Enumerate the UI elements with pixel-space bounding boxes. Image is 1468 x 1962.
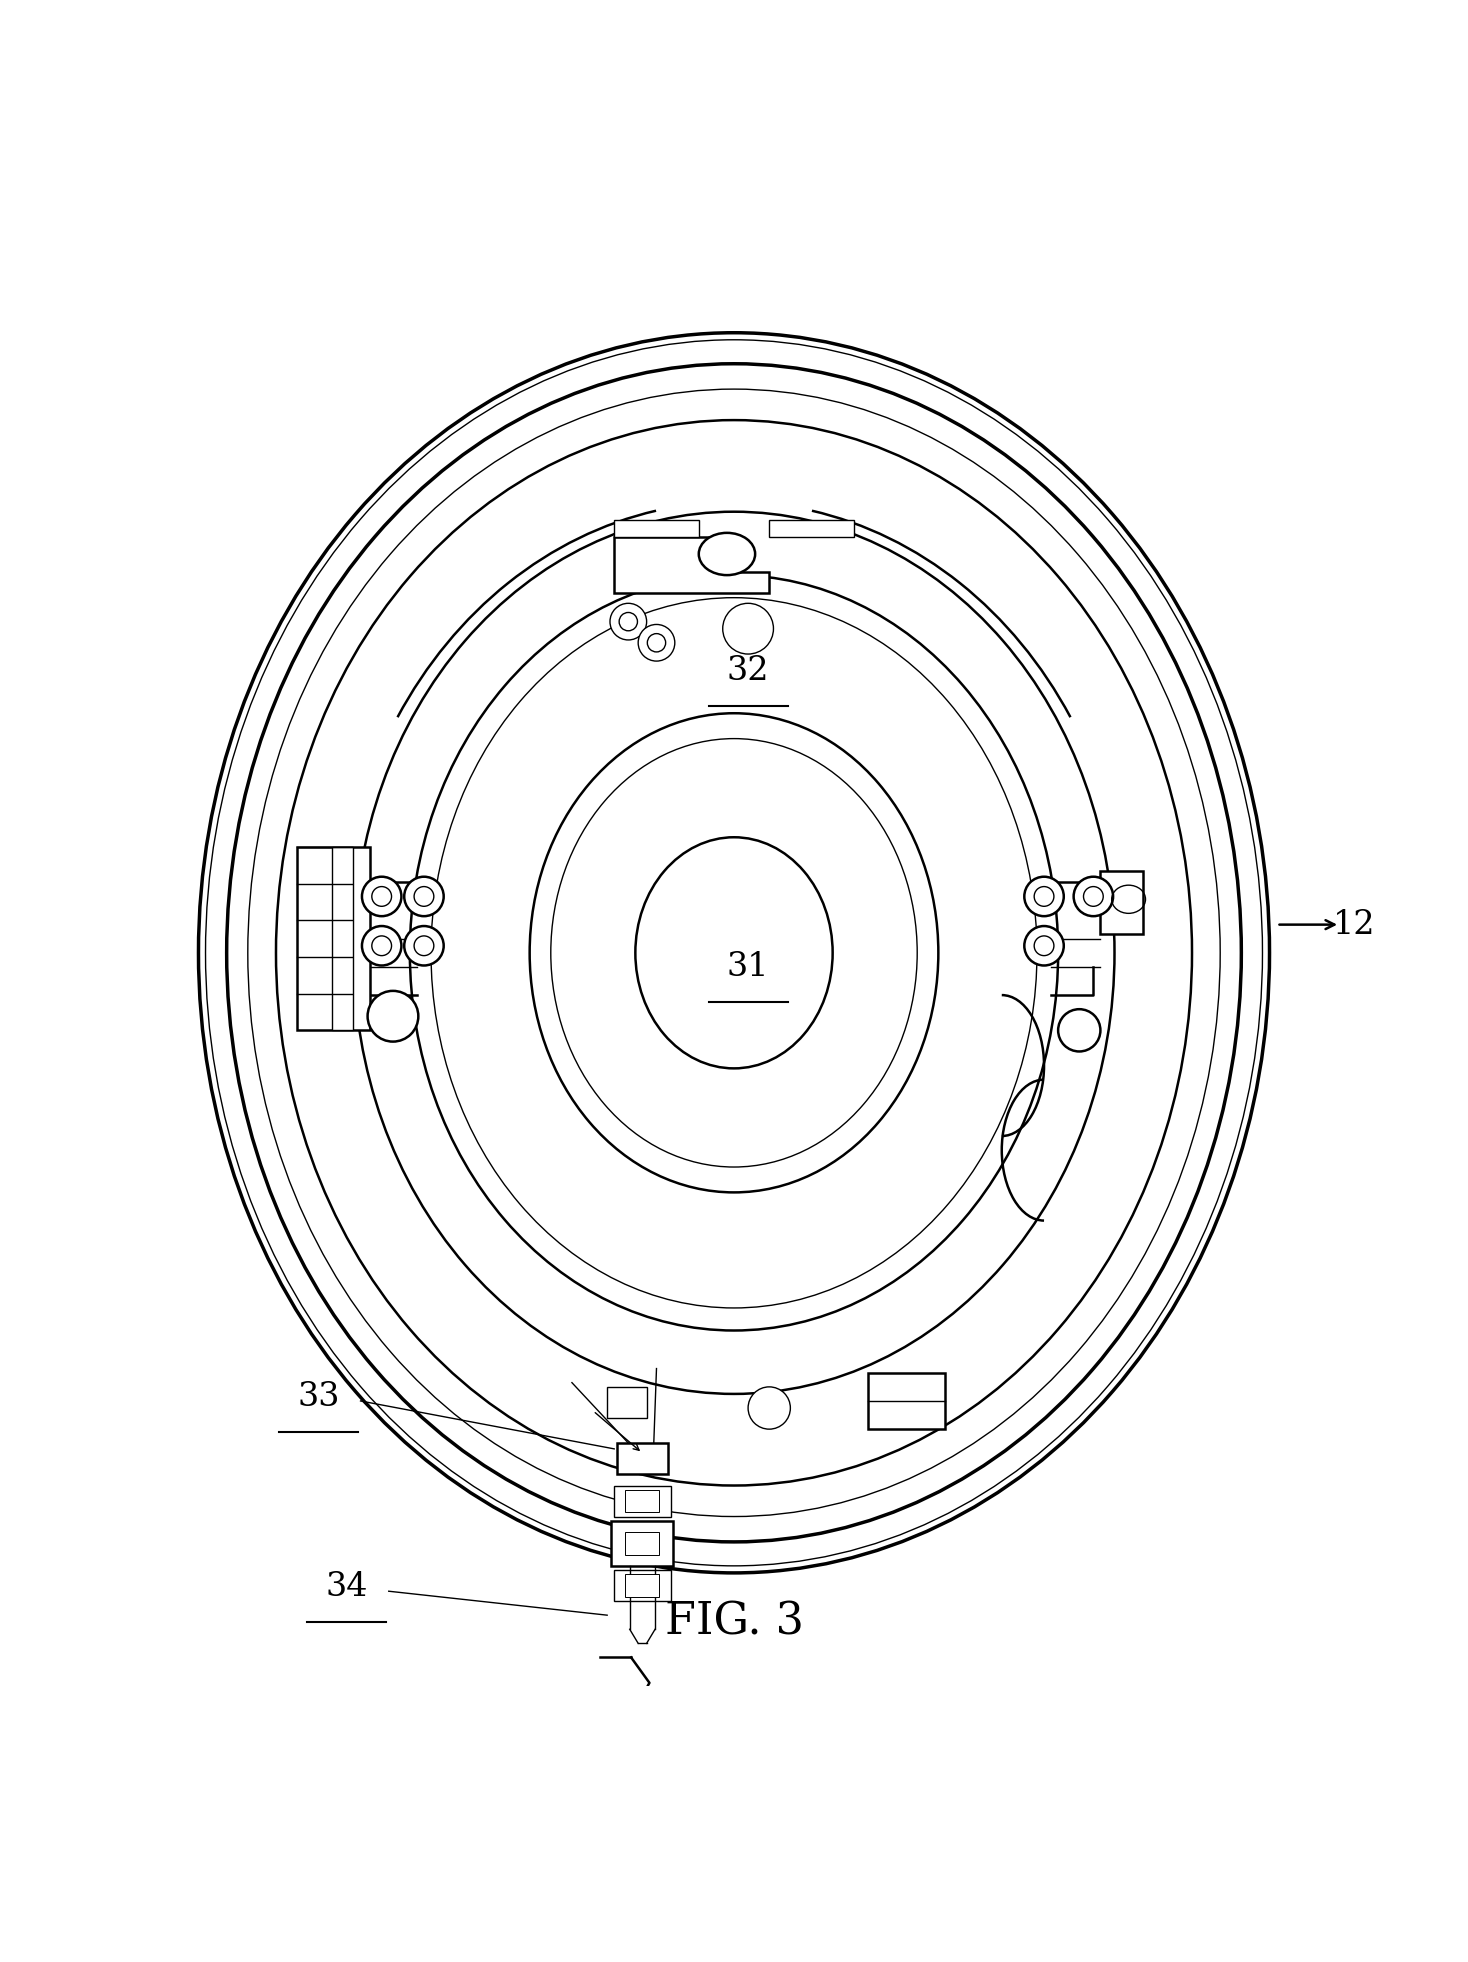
Ellipse shape <box>367 991 418 1042</box>
Bar <box>332 848 354 1030</box>
Bar <box>614 520 699 538</box>
Bar <box>614 1570 671 1601</box>
Bar <box>608 1387 646 1419</box>
Ellipse shape <box>404 877 443 916</box>
Ellipse shape <box>1058 1008 1101 1052</box>
Ellipse shape <box>191 326 1277 1579</box>
Bar <box>769 520 854 538</box>
Bar <box>614 1528 671 1558</box>
Ellipse shape <box>363 877 401 916</box>
Ellipse shape <box>639 624 675 661</box>
Bar <box>1101 871 1142 934</box>
Bar <box>614 1485 671 1517</box>
Bar <box>625 1489 659 1513</box>
Text: 32: 32 <box>727 655 769 687</box>
Bar <box>625 1574 659 1597</box>
Text: FIG. 3: FIG. 3 <box>665 1601 803 1644</box>
Ellipse shape <box>530 714 938 1193</box>
Ellipse shape <box>1025 877 1064 916</box>
Text: 34: 34 <box>326 1572 367 1603</box>
Ellipse shape <box>611 602 646 640</box>
Ellipse shape <box>1025 926 1064 965</box>
Text: 31: 31 <box>727 952 769 983</box>
Ellipse shape <box>749 1387 790 1428</box>
Bar <box>868 1373 945 1428</box>
Ellipse shape <box>363 926 401 965</box>
Bar <box>611 1521 674 1566</box>
Bar <box>297 848 370 1030</box>
Bar <box>617 1444 668 1473</box>
Ellipse shape <box>722 602 774 653</box>
Text: 12: 12 <box>1333 908 1376 940</box>
Ellipse shape <box>404 926 443 965</box>
Bar <box>625 1532 659 1554</box>
Ellipse shape <box>1073 877 1113 916</box>
Text: 33: 33 <box>297 1381 339 1413</box>
Ellipse shape <box>354 512 1114 1393</box>
Ellipse shape <box>699 534 755 575</box>
Polygon shape <box>614 538 769 593</box>
